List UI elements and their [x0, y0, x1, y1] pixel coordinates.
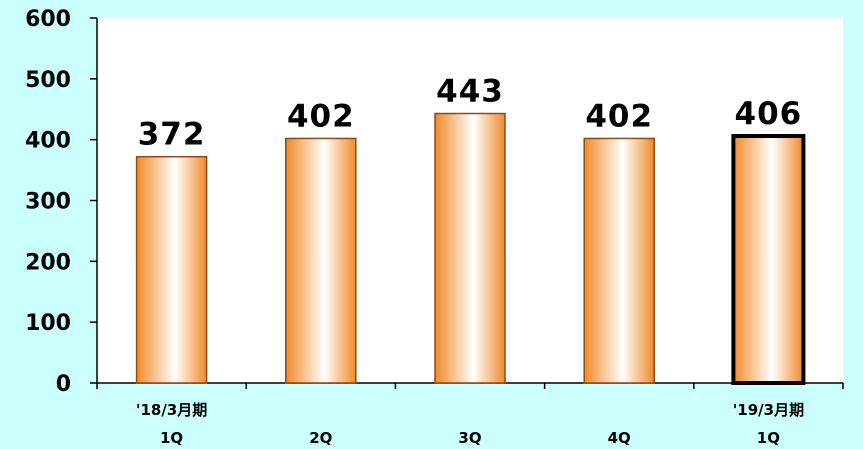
data-label: 372: [138, 117, 206, 153]
bar: [731, 134, 806, 385]
data-label: 406: [735, 96, 803, 132]
bar: [434, 112, 506, 384]
x-axis: '18/3月期 1Q 2Q 3Q 4Q '19/3月期 1Q: [96, 382, 844, 447]
x-tick-label-quarter: 4Q: [608, 429, 631, 447]
x-tick-label-year: '19/3月期: [733, 401, 804, 419]
y-tick-label: 600: [25, 7, 71, 32]
y-axis: 0 100 200 300 400 500 600: [25, 7, 98, 397]
y-tick-label: 300: [25, 190, 71, 215]
y-tick-label: 0: [56, 372, 71, 397]
data-label: 402: [585, 98, 653, 134]
y-tick-label: 200: [25, 250, 71, 275]
x-tick-label-quarter: 2Q: [309, 429, 332, 447]
x-tick-label-quarter: 3Q: [458, 429, 481, 447]
bar: [285, 137, 357, 384]
bar-series: [135, 112, 806, 385]
x-tick-label-quarter: 1Q: [757, 429, 780, 447]
bar: [135, 155, 208, 384]
data-label: 443: [436, 74, 504, 110]
y-tick-label: 400: [25, 129, 71, 154]
x-tick-label-year: '18/3月期: [136, 401, 207, 419]
y-tick-label: 100: [25, 311, 71, 336]
data-label: 402: [287, 98, 355, 134]
data-labels: 372 402 443 402 406: [138, 74, 803, 153]
bar: [583, 137, 655, 384]
y-tick-label: 500: [25, 68, 71, 93]
x-tick-label-quarter: 1Q: [160, 429, 183, 447]
